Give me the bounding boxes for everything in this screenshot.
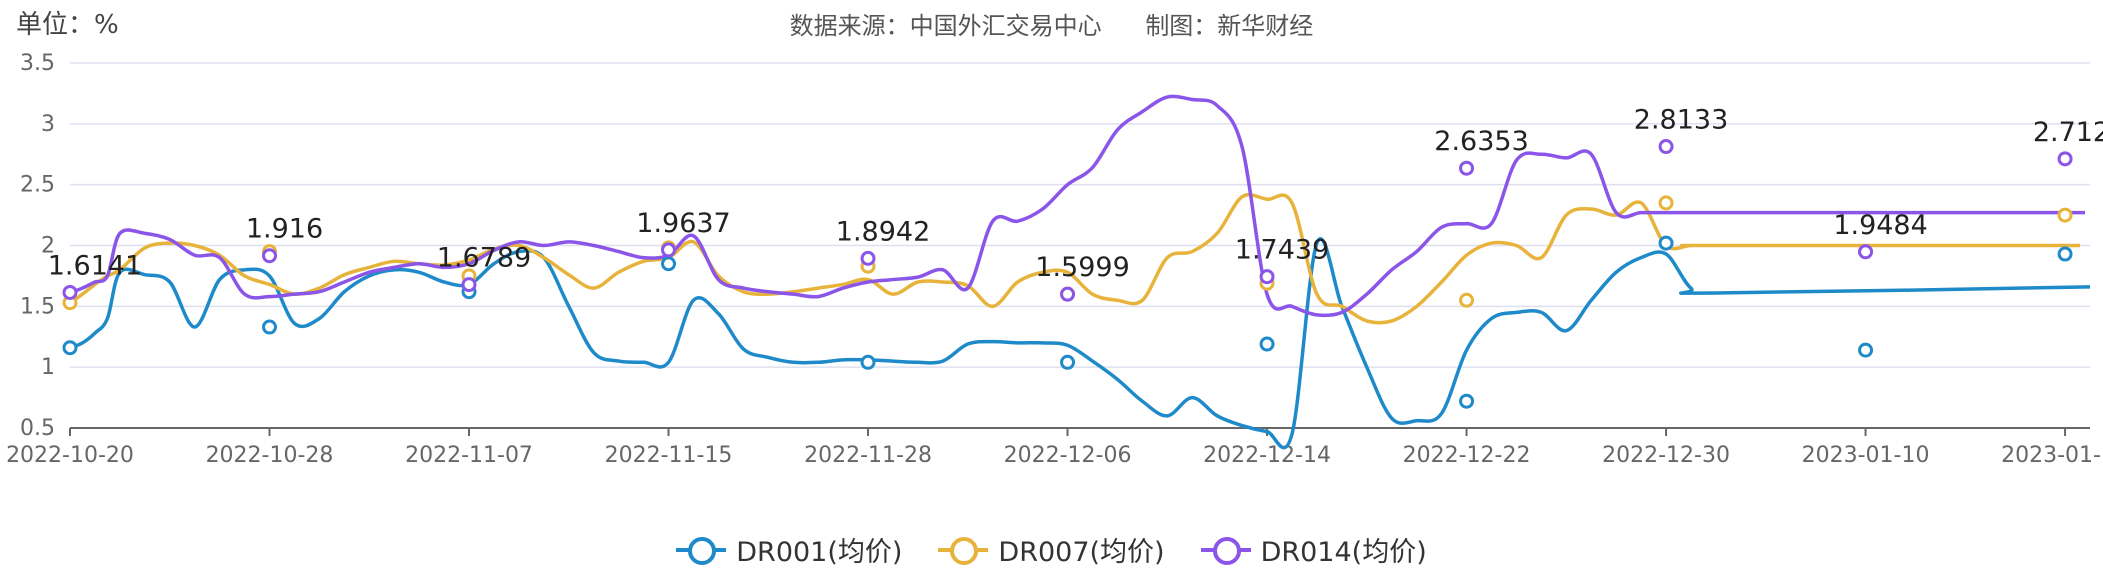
data-point <box>661 242 677 258</box>
data-point <box>1459 393 1475 409</box>
x-tick-label: 2022-12-22 <box>1403 443 1531 468</box>
legend-swatch-dr001 <box>676 536 727 565</box>
credit-text: 制图：新华财经 <box>1145 12 1314 40</box>
legend-swatch-dr007 <box>938 536 989 565</box>
y-tick-label: 2 <box>41 234 55 259</box>
x-tick-label: 2023-01-18 <box>2001 443 2103 468</box>
data-label: 1.5999 <box>1035 252 1129 283</box>
data-point <box>860 354 876 370</box>
data-point <box>1658 235 1674 251</box>
swatch-ring <box>1212 536 1241 565</box>
y-tick-label: 0.5 <box>20 416 55 441</box>
data-labels: 1.6141 1.916 1.6789 1.9637 1.8942 1.5999 1.743… <box>48 105 2103 284</box>
data-point <box>2057 207 2073 223</box>
legend-label-dr001: DR001(均价) <box>736 537 903 568</box>
y-tick-label: 1.5 <box>20 294 55 319</box>
data-label: 2.7123 <box>2033 117 2103 148</box>
legend-label-dr014: DR014(均价) <box>1260 537 1427 568</box>
x-tick-label: 2022-12-14 <box>1203 443 1331 468</box>
series-line-1 <box>69 192 2081 325</box>
y-tick-label: 3.5 <box>20 51 55 76</box>
x-tick-label: 2022-11-15 <box>605 443 733 468</box>
series-line-0 <box>69 237 2091 450</box>
data-point <box>461 277 477 293</box>
y-axis-ticks: 0.5 1 1.5 2 2.5 3 3.5 <box>20 51 55 441</box>
data-point <box>262 319 278 335</box>
y-tick-label: 3 <box>41 112 55 137</box>
source-text: 数据来源：中国外汇交易中心 <box>789 12 1102 40</box>
data-point <box>1259 336 1275 352</box>
x-axis: 2022-10-20 2022-10-28 2022-11-07 2022-11-15… <box>6 427 2103 468</box>
legend-label-dr007: DR007(均价) <box>998 537 1165 568</box>
data-point <box>1060 354 1076 370</box>
y-tick-label: 2.5 <box>20 173 55 198</box>
x-tick-label: 2022-12-06 <box>1004 443 1132 468</box>
legend-item-dr014[interactable]: DR014(均价) <box>1200 530 1427 569</box>
x-tick-label: 2022-10-28 <box>206 443 334 468</box>
series-lines <box>69 94 2091 450</box>
series-markers <box>62 139 2073 409</box>
data-point <box>1658 139 1674 155</box>
data-point <box>262 248 278 264</box>
data-point <box>1658 195 1674 211</box>
data-point <box>1459 292 1475 308</box>
x-tick-label: 2022-11-28 <box>804 443 932 468</box>
line-chart: 0.511.522.533.5 2022-10-20 2022-10-28 2022… <box>6 51 2103 468</box>
x-tick-label: 2022-10-20 <box>6 443 134 468</box>
x-tick-label: 2022-11-07 <box>405 443 533 468</box>
data-point <box>62 340 78 356</box>
swatch-ring <box>950 536 979 565</box>
data-point <box>62 284 78 300</box>
data-point <box>1060 286 1076 302</box>
data-point <box>661 256 677 272</box>
series-line-2 <box>69 94 2086 318</box>
x-tick-label: 2023-01-10 <box>1802 443 1930 468</box>
data-label: 1.9484 <box>1833 210 1927 241</box>
data-point <box>1259 269 1275 285</box>
data-label: 1.9637 <box>636 208 730 239</box>
x-tick-label: 2022-12-30 <box>1602 443 1730 468</box>
unit-label: 单位：% <box>16 10 119 40</box>
data-label: 2.6353 <box>1434 126 1528 157</box>
chart-source: 数据来源：中国外汇交易中心 制图：新华财经 <box>0 6 2103 41</box>
data-label: 1.6141 <box>48 250 142 281</box>
legend-item-dr007[interactable]: DR007(均价) <box>938 530 1165 569</box>
data-point <box>1858 244 1874 260</box>
swatch-ring <box>688 536 717 565</box>
data-label: 2.8133 <box>1634 105 1728 136</box>
legend-item-dr001[interactable]: DR001(均价) <box>676 530 902 569</box>
data-label: 1.6789 <box>437 243 531 274</box>
data-point <box>1858 342 1874 358</box>
legend: DR001(均价) DR007(均价) DR014(均价) <box>0 530 2103 569</box>
data-label: 1.916 <box>246 214 323 245</box>
data-point <box>2057 246 2073 262</box>
data-point <box>860 250 876 266</box>
data-point <box>2057 151 2073 167</box>
legend-swatch-dr014 <box>1200 536 1251 565</box>
data-point <box>1459 160 1475 176</box>
y-tick-label: 1 <box>41 355 55 380</box>
data-label: 1.7439 <box>1235 235 1329 266</box>
data-label: 1.8942 <box>836 216 930 247</box>
